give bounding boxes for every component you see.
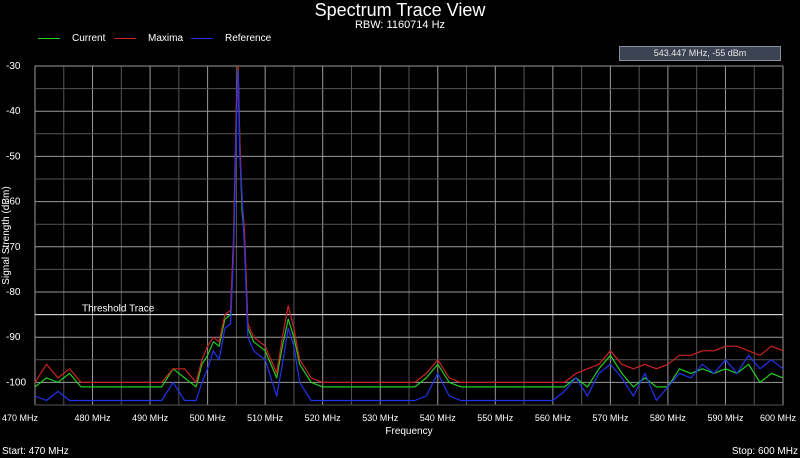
x-tick-label: 500 MHz [190,413,227,423]
legend-swatch-maxima [114,38,136,39]
traces [34,65,784,402]
trace-reference [34,69,784,402]
y-tick-label: -70 [6,242,21,253]
x-tick-label: 510 MHz [247,413,284,423]
trace-current [34,65,784,388]
grid [34,65,784,406]
legend-swatch-current [38,38,60,39]
legend-label-current: Current [72,33,106,44]
y-axis-ticks: -30 -40 -50 -60 -70 -80 -90 -100 [6,61,26,388]
marker-readout: 543.447 MHz, -55 dBm [619,46,781,61]
x-tick-label: 520 MHz [305,413,342,423]
x-tick-label: 550 MHz [477,413,514,423]
x-tick-label: 570 MHz [592,413,629,423]
y-tick-label: -50 [6,151,21,162]
x-tick-label: 490 MHz [132,413,169,423]
legend-swatch-reference [191,38,213,39]
stop-frequency: Stop: 600 MHz [731,446,798,457]
x-tick-label: 530 MHz [362,413,399,423]
x-tick-label: 560 MHz [535,413,572,423]
y-tick-label: -90 [6,332,21,343]
x-tick-label: 480 MHz [75,413,112,423]
chart-title: Spectrum Trace View [314,0,486,20]
x-tick-label: 590 MHz [707,413,744,423]
legend-label-maxima: Maxima [148,33,184,44]
legend-label-reference: Reference [225,33,272,44]
start-frequency: Start: 470 MHz [2,446,69,457]
axis-labels: Frequency Signal Strength (dBm) [1,186,433,437]
y-tick-label: -40 [6,106,21,117]
y-tick-label: -80 [6,287,21,298]
trace-maxima [34,65,784,383]
threshold-trace: Threshold Trace [35,304,783,316]
chart-subtitle: RBW: 1160714 Hz [354,19,446,31]
y-tick-label: -30 [6,61,21,72]
y-tick-label: -60 [6,197,21,208]
x-tick-label: 470 MHz [2,413,39,423]
x-tick-label: 600 MHz [760,413,797,423]
threshold-label: Threshold Trace [82,304,155,315]
y-tick-label: -100 [6,377,26,388]
x-axis-ticks: 470 MHz 480 MHz 490 MHz 500 MHz 510 MHz 520 M… [2,413,797,423]
x-tick-label: 540 MHz [420,413,457,423]
x-axis-label: Frequency [385,426,432,437]
y-axis-label: Signal Strength (dBm) [1,186,12,284]
x-tick-label: 580 MHz [650,413,687,423]
